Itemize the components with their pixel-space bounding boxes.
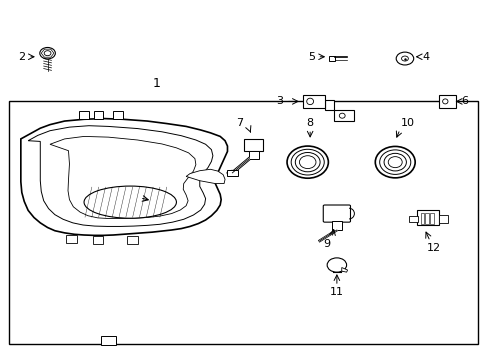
Text: 5: 5: [307, 52, 314, 62]
Polygon shape: [50, 136, 196, 219]
Bar: [79, 111, 89, 119]
Bar: [420, 213, 424, 224]
Ellipse shape: [339, 113, 345, 118]
Bar: [244, 139, 263, 152]
Polygon shape: [324, 100, 334, 111]
Ellipse shape: [442, 99, 447, 104]
Ellipse shape: [286, 146, 328, 178]
Circle shape: [44, 51, 51, 56]
Bar: [334, 111, 353, 121]
Ellipse shape: [383, 153, 406, 171]
Text: 6: 6: [460, 96, 467, 107]
Bar: [429, 213, 433, 224]
Text: 7: 7: [236, 118, 243, 128]
Text: 4: 4: [421, 52, 428, 62]
Polygon shape: [186, 169, 224, 184]
Bar: [438, 215, 447, 223]
Circle shape: [326, 258, 346, 272]
Bar: [93, 236, 103, 244]
Text: 1: 1: [153, 77, 161, 90]
Circle shape: [40, 48, 55, 59]
Text: 3: 3: [276, 96, 283, 107]
Text: 11: 11: [329, 287, 343, 297]
Text: 2: 2: [19, 52, 26, 62]
Ellipse shape: [387, 157, 402, 168]
Text: 10: 10: [400, 118, 413, 128]
Bar: [302, 95, 324, 108]
Bar: [416, 210, 438, 225]
Bar: [328, 56, 334, 62]
Text: 9: 9: [323, 239, 330, 249]
Ellipse shape: [226, 170, 237, 175]
FancyBboxPatch shape: [323, 205, 350, 222]
Polygon shape: [341, 267, 347, 272]
Ellipse shape: [379, 150, 410, 174]
Ellipse shape: [374, 147, 414, 178]
Bar: [9, 102, 477, 344]
Ellipse shape: [290, 149, 324, 175]
Text: 12: 12: [426, 243, 440, 252]
Polygon shape: [21, 118, 227, 235]
Bar: [113, 111, 122, 118]
Bar: [66, 235, 77, 243]
Text: 8: 8: [306, 118, 313, 128]
Bar: [101, 336, 116, 345]
Bar: [331, 221, 341, 230]
Ellipse shape: [306, 98, 313, 105]
Ellipse shape: [84, 186, 176, 218]
Bar: [425, 213, 428, 224]
Circle shape: [395, 52, 413, 65]
Ellipse shape: [295, 153, 320, 172]
Bar: [408, 216, 417, 222]
Bar: [126, 236, 137, 244]
Polygon shape: [28, 126, 212, 226]
Bar: [438, 95, 455, 108]
Bar: [249, 151, 259, 158]
Bar: [94, 111, 103, 118]
Ellipse shape: [299, 156, 315, 168]
Circle shape: [401, 56, 407, 61]
Bar: [226, 170, 237, 176]
